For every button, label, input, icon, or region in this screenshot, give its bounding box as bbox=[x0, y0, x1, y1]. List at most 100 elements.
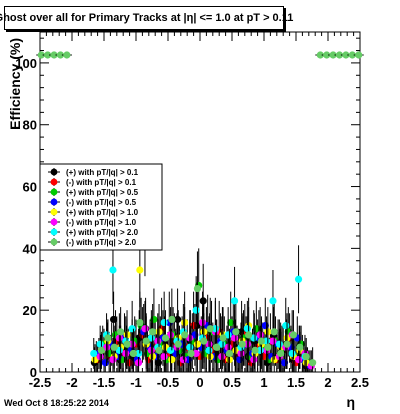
data-point bbox=[150, 315, 158, 324]
data-point bbox=[245, 331, 253, 339]
data-point bbox=[282, 322, 290, 330]
data-point bbox=[236, 356, 244, 364]
data-point bbox=[283, 340, 291, 348]
data-point bbox=[227, 318, 235, 327]
data-point bbox=[56, 51, 65, 59]
data-point bbox=[141, 325, 149, 333]
data-point bbox=[335, 51, 344, 59]
data-point bbox=[168, 356, 176, 364]
data-point bbox=[264, 343, 272, 351]
data-point bbox=[275, 340, 283, 348]
data-point bbox=[117, 328, 125, 336]
series-7 bbox=[36, 51, 364, 372]
data-point bbox=[294, 356, 303, 364]
data-point bbox=[205, 346, 213, 354]
data-point bbox=[136, 266, 144, 274]
data-point bbox=[174, 340, 182, 348]
data-point bbox=[181, 331, 189, 339]
data-point bbox=[225, 349, 234, 358]
data-point bbox=[109, 266, 117, 274]
legend-marker bbox=[50, 208, 58, 216]
data-point bbox=[257, 337, 266, 345]
data-point bbox=[232, 328, 240, 336]
y-tick-label: 0 bbox=[30, 365, 37, 380]
data-point bbox=[270, 328, 278, 336]
legend-marker bbox=[50, 188, 58, 196]
data-point bbox=[186, 343, 194, 351]
data-point bbox=[230, 334, 239, 342]
data-point bbox=[154, 359, 162, 367]
data-point bbox=[161, 334, 170, 342]
chart-title: Ghost over all for Primary Tracks at |η|… bbox=[0, 6, 293, 30]
x-tick-label: -1.5 bbox=[93, 375, 115, 390]
data-point bbox=[348, 51, 356, 59]
x-tick-label: -1 bbox=[130, 375, 142, 390]
legend-marker bbox=[50, 198, 58, 206]
y-tick-label: 60 bbox=[23, 180, 37, 195]
data-point bbox=[168, 315, 176, 324]
data-point bbox=[190, 322, 198, 330]
data-point bbox=[142, 337, 150, 345]
timestamp-footer: Wed Oct 8 18:25:22 2014 bbox=[4, 398, 109, 408]
data-point bbox=[288, 349, 296, 358]
data-point bbox=[149, 328, 157, 336]
legend-label: (+) with pT/|q| > 2.0 bbox=[66, 228, 139, 237]
data-point bbox=[155, 346, 163, 354]
legend-marker bbox=[50, 168, 58, 176]
x-tick-label: 2 bbox=[324, 375, 331, 390]
data-point bbox=[277, 349, 285, 358]
legend-label: (-) with pT/|q| > 1.0 bbox=[66, 218, 137, 227]
data-point bbox=[123, 340, 131, 348]
data-point bbox=[193, 284, 202, 293]
data-point bbox=[269, 297, 277, 305]
data-point bbox=[219, 334, 227, 342]
x-tick-label: 2.5 bbox=[351, 375, 369, 390]
data-point bbox=[109, 356, 117, 364]
data-point bbox=[261, 322, 269, 330]
data-point bbox=[296, 343, 304, 351]
x-tick-label: -0.5 bbox=[157, 375, 179, 390]
x-tick-label: -2.5 bbox=[29, 375, 51, 390]
legend-marker bbox=[50, 178, 58, 186]
x-tick-label: 0.5 bbox=[223, 375, 241, 390]
data-point bbox=[309, 359, 317, 367]
data-point bbox=[269, 337, 277, 345]
data-point bbox=[63, 51, 71, 59]
data-point bbox=[44, 51, 52, 59]
data-point bbox=[355, 51, 363, 59]
data-point bbox=[134, 349, 143, 358]
data-point bbox=[184, 356, 193, 364]
data-point bbox=[211, 325, 219, 333]
data-point bbox=[90, 349, 98, 358]
data-point bbox=[302, 352, 310, 361]
data-point bbox=[166, 346, 175, 354]
data-point bbox=[342, 51, 350, 59]
data-point bbox=[160, 352, 168, 361]
data-point bbox=[160, 318, 168, 327]
data-point bbox=[101, 359, 109, 367]
data-point bbox=[110, 315, 118, 324]
data-point bbox=[97, 346, 106, 354]
data-point bbox=[187, 349, 195, 358]
legend: (+) with pT/|q| > 0.1(-) with pT/|q| > 0… bbox=[39, 163, 163, 251]
data-point bbox=[323, 51, 331, 59]
legend-label: (-) with pT/|q| > 2.0 bbox=[66, 238, 137, 247]
data-point bbox=[174, 315, 182, 324]
data-point bbox=[206, 325, 214, 333]
x-tick-label: 0 bbox=[196, 375, 203, 390]
data-point bbox=[294, 275, 303, 283]
data-point bbox=[200, 337, 208, 345]
x-tick-label: 1 bbox=[260, 375, 267, 390]
legend-label: (-) with pT/|q| > 0.1 bbox=[66, 178, 137, 187]
data-point bbox=[193, 340, 202, 348]
legend-label: (-) with pT/|q| > 0.5 bbox=[66, 198, 137, 207]
y-tick-label: 40 bbox=[23, 241, 37, 256]
data-point bbox=[329, 51, 337, 59]
data-point bbox=[280, 359, 289, 367]
data-point bbox=[104, 334, 112, 342]
legend-marker bbox=[50, 218, 58, 226]
data-point bbox=[192, 349, 200, 358]
data-point bbox=[126, 359, 134, 367]
